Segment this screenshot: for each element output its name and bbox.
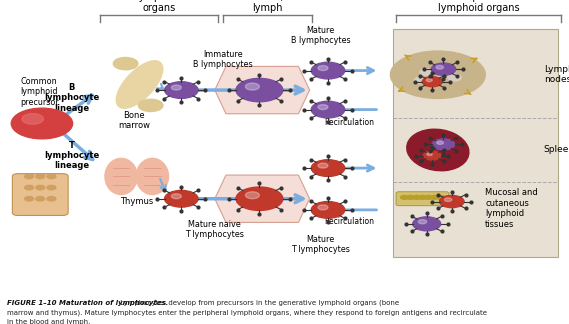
Text: Mature naive
T lymphocytes: Mature naive T lymphocytes [185,220,244,239]
Circle shape [420,69,434,75]
Circle shape [36,185,45,190]
Circle shape [390,51,485,98]
Circle shape [426,79,432,82]
Circle shape [236,78,283,102]
Circle shape [24,197,34,201]
Circle shape [436,65,443,69]
FancyBboxPatch shape [396,192,449,206]
Text: Spleen: Spleen [544,145,569,155]
Circle shape [427,153,432,156]
Text: Bone
marrow: Bone marrow [118,111,150,130]
FancyBboxPatch shape [13,174,68,215]
Text: Thymus: Thymus [120,197,154,206]
Circle shape [47,174,56,179]
Circle shape [318,163,328,168]
Polygon shape [215,66,310,114]
Circle shape [164,191,198,207]
Text: Mature
T lymphocytes: Mature T lymphocytes [291,235,350,254]
Text: Lymphocytes develop from precursors in the generative lymphoid organs (bone: Lymphocytes develop from precursors in t… [118,300,399,306]
Circle shape [423,151,441,160]
Text: Lymph
nodes: Lymph nodes [544,65,569,85]
Circle shape [424,195,432,199]
Circle shape [311,202,345,218]
Ellipse shape [136,158,168,194]
Text: Generative
lymphoid
organs: Generative lymphoid organs [132,0,186,14]
Circle shape [414,77,428,84]
Text: Recirculation: Recirculation [325,217,375,226]
Circle shape [318,65,328,71]
Text: Peripheral
lymphoid organs: Peripheral lymphoid organs [438,0,519,14]
Circle shape [311,62,345,79]
Circle shape [439,195,464,208]
Circle shape [24,185,34,190]
Circle shape [413,217,440,231]
Circle shape [236,187,283,211]
Text: marrow and thymus). Mature lymphocytes enter the peripheral lymphoid organs, whe: marrow and thymus). Mature lymphocytes e… [7,309,487,316]
Circle shape [422,77,442,87]
Circle shape [431,77,444,84]
Text: in the blood and lymph.: in the blood and lymph. [7,319,90,324]
Text: Mucosal and
cutaneous
lymphoid
tissues: Mucosal and cutaneous lymphoid tissues [485,188,538,229]
Text: FIGURE 1–10 Maturation of lymphocytes.: FIGURE 1–10 Maturation of lymphocytes. [7,300,168,306]
Circle shape [432,139,455,150]
Circle shape [419,195,426,199]
Text: B
lymphocyte
lineage: B lymphocyte lineage [44,83,99,113]
Circle shape [138,99,163,111]
Circle shape [418,220,427,224]
Text: Common
lymphoid
precursor: Common lymphoid precursor [20,77,59,107]
Circle shape [311,101,345,118]
Ellipse shape [105,158,137,194]
Text: Mature
B lymphocytes: Mature B lymphocytes [291,26,351,45]
Circle shape [47,185,56,190]
Circle shape [406,195,414,199]
Circle shape [431,63,456,75]
Circle shape [442,66,456,73]
Circle shape [113,57,138,70]
Circle shape [413,195,420,199]
Circle shape [47,197,56,201]
Circle shape [171,194,182,199]
Circle shape [444,198,452,202]
Polygon shape [215,175,310,223]
Circle shape [401,195,409,199]
Circle shape [36,197,45,201]
Text: T
lymphocyte
lineage: T lymphocyte lineage [44,141,99,170]
Circle shape [437,195,444,199]
Circle shape [171,85,182,90]
Circle shape [24,174,34,179]
Circle shape [431,195,439,199]
Circle shape [318,105,328,110]
FancyBboxPatch shape [393,29,558,257]
Text: Recirculation: Recirculation [325,118,375,127]
Circle shape [164,82,198,98]
Circle shape [11,108,73,139]
Circle shape [318,205,328,210]
Ellipse shape [407,129,469,171]
Ellipse shape [116,61,163,108]
Text: Blood,
lymph: Blood, lymph [253,0,283,14]
Circle shape [437,141,443,145]
Text: Immature
B lymphocytes: Immature B lymphocytes [193,50,253,69]
Circle shape [448,74,461,81]
Circle shape [311,160,345,177]
Circle shape [245,192,259,199]
Circle shape [36,174,45,179]
Circle shape [22,113,43,124]
Circle shape [245,83,259,90]
